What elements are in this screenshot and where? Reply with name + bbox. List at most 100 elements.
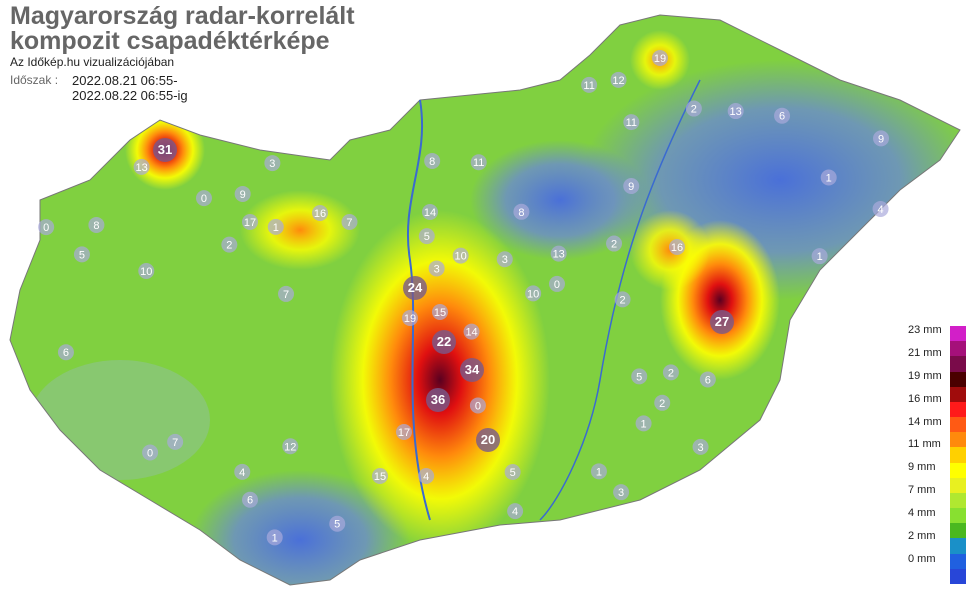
station-value: 14: [465, 327, 477, 339]
station-marker[interactable]: [548, 275, 565, 292]
station-marker[interactable]: [496, 251, 513, 268]
station-marker[interactable]: [422, 204, 438, 220]
station-marker[interactable]: [507, 503, 524, 520]
station-markers: 3127363424222019191717161615151414131312…: [38, 50, 890, 546]
station-marker[interactable]: [614, 291, 631, 308]
station-value: 0: [554, 279, 560, 291]
station-value: 11: [583, 80, 594, 92]
station-marker[interactable]: [341, 214, 358, 231]
station-marker[interactable]: [312, 205, 328, 221]
station-marker[interactable]: [234, 185, 251, 202]
station-marker[interactable]: [504, 463, 521, 480]
station-marker[interactable]: [699, 371, 716, 388]
station-marker[interactable]: [623, 178, 640, 195]
river-danube: [406, 99, 431, 521]
station-marker[interactable]: [242, 491, 259, 508]
station-marker[interactable]: [138, 262, 155, 279]
station-value: 13: [730, 106, 742, 118]
station-marker[interactable]: [662, 364, 679, 381]
station-marker[interactable]: [424, 152, 441, 169]
station-marker[interactable]: [811, 248, 828, 265]
station-marker[interactable]: [692, 438, 709, 455]
station-marker[interactable]: [470, 154, 487, 171]
station-marker[interactable]: [872, 200, 889, 217]
station-marker[interactable]: [513, 203, 530, 220]
station-value: 1: [826, 173, 832, 185]
station-marker[interactable]: [428, 260, 445, 277]
station-marker[interactable]: [432, 330, 456, 354]
station-marker[interactable]: [57, 344, 74, 361]
station-marker[interactable]: [264, 155, 281, 172]
period-label: Időszak :: [10, 73, 59, 87]
station-value: 2: [659, 398, 665, 410]
station-value: 16: [314, 208, 326, 220]
station-marker[interactable]: [133, 158, 150, 175]
station-marker[interactable]: [631, 368, 648, 385]
station-marker[interactable]: [221, 236, 238, 253]
station-marker[interactable]: [727, 103, 744, 120]
station-marker[interactable]: [623, 114, 640, 131]
station-value: 4: [239, 467, 245, 479]
station-value: 17: [244, 217, 256, 229]
station-marker[interactable]: [820, 169, 837, 186]
station-marker[interactable]: [685, 100, 702, 117]
station-marker[interactable]: [402, 310, 418, 326]
station-marker[interactable]: [525, 285, 542, 302]
station-marker[interactable]: [88, 216, 105, 233]
station-marker[interactable]: [460, 358, 484, 382]
legend-swatch: [950, 553, 966, 569]
station-marker[interactable]: [167, 433, 184, 450]
station-marker[interactable]: [282, 438, 299, 455]
station-marker[interactable]: [710, 310, 734, 334]
station-marker[interactable]: [652, 50, 668, 66]
station-marker[interactable]: [153, 138, 177, 162]
station-marker[interactable]: [234, 463, 251, 480]
legend-label: 21 mm: [908, 346, 942, 359]
station-marker[interactable]: [329, 515, 346, 532]
station-value: 6: [705, 374, 711, 386]
station-marker[interactable]: [463, 323, 480, 340]
station-marker[interactable]: [242, 214, 258, 230]
legend-label: 9 mm: [908, 461, 936, 474]
station-marker[interactable]: [610, 71, 627, 88]
station-marker[interactable]: [774, 107, 791, 124]
station-marker[interactable]: [38, 219, 55, 236]
station-marker[interactable]: [278, 285, 295, 302]
station-marker[interactable]: [613, 484, 630, 501]
station-marker[interactable]: [418, 467, 435, 484]
station-marker[interactable]: [418, 228, 435, 245]
station-marker[interactable]: [266, 529, 283, 546]
station-marker[interactable]: [195, 190, 212, 207]
station-marker[interactable]: [142, 444, 159, 461]
station-value: 6: [779, 111, 785, 123]
station-marker[interactable]: [469, 397, 486, 414]
station-marker[interactable]: [581, 76, 598, 93]
station-value: 0: [475, 400, 481, 412]
legend-label: 11 mm: [908, 438, 941, 451]
station-marker[interactable]: [403, 276, 427, 300]
station-marker[interactable]: [396, 424, 412, 440]
station-marker[interactable]: [606, 235, 623, 252]
legend-label: 0 mm: [908, 552, 936, 565]
station-value: 4: [423, 471, 429, 483]
station-marker[interactable]: [372, 468, 388, 484]
station-marker[interactable]: [73, 246, 90, 263]
station-marker[interactable]: [654, 394, 671, 411]
station-marker[interactable]: [432, 304, 448, 320]
station-value: 1: [641, 418, 647, 430]
station-value: 9: [878, 133, 884, 145]
station-marker[interactable]: [873, 130, 890, 147]
station-marker[interactable]: [550, 245, 567, 262]
station-marker[interactable]: [669, 239, 685, 255]
station-value: 34: [465, 362, 480, 377]
legend-swatch: [950, 401, 966, 418]
station-marker[interactable]: [426, 388, 450, 412]
station-value: 7: [172, 437, 178, 449]
station-marker[interactable]: [476, 428, 500, 452]
station-marker[interactable]: [635, 415, 652, 432]
station-marker[interactable]: [590, 463, 607, 480]
station-marker[interactable]: [267, 218, 284, 235]
station-marker[interactable]: [452, 247, 469, 264]
period-from: 2022.08.21 06:55-: [72, 73, 178, 88]
